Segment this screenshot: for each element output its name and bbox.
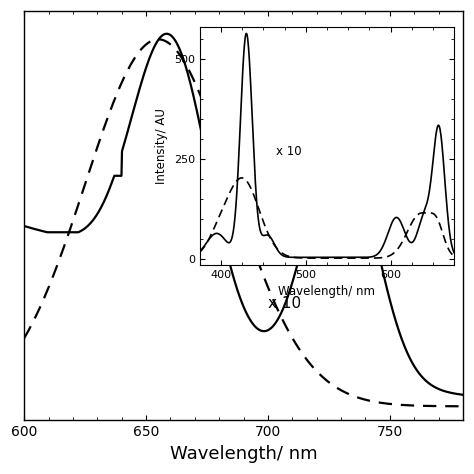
X-axis label: Wavelength/ nm: Wavelength/ nm — [170, 445, 318, 463]
Text: x 10: x 10 — [268, 296, 301, 310]
